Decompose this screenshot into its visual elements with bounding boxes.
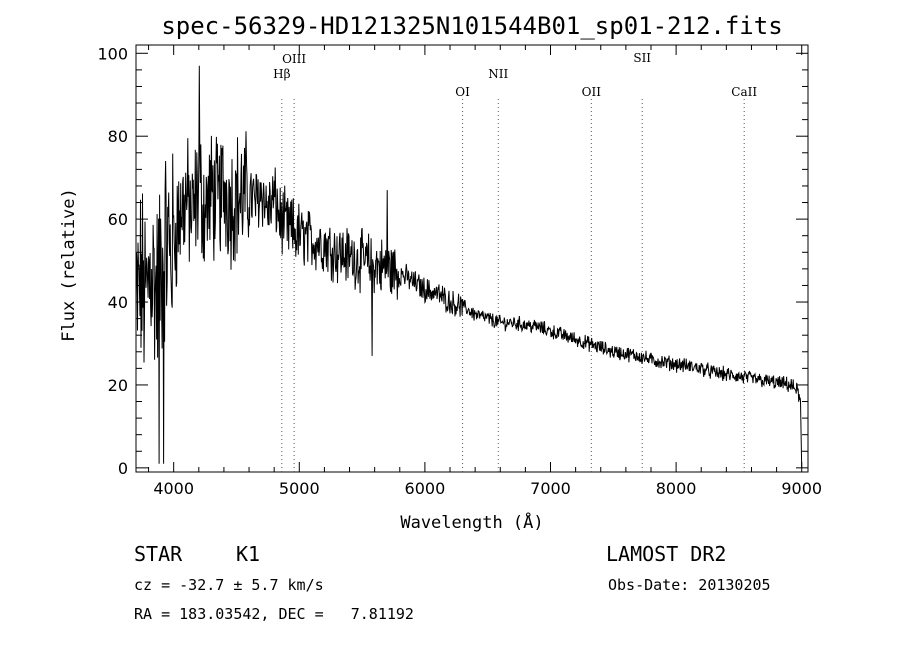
plot-area: 4000 5000 6000 7000 8000 9000020406080100HβOI… bbox=[97, 44, 822, 498]
y-tick-label: 40 bbox=[108, 293, 128, 312]
object-class: STAR bbox=[134, 542, 183, 566]
emission-line-label: OIII bbox=[282, 52, 306, 66]
ra-dec-coordinates: RA = 183.03542, DEC = 7.81192 bbox=[134, 605, 414, 623]
y-tick-label: 80 bbox=[108, 127, 128, 146]
chart-title: spec-56329-HD121325N101544B01_sp01-212.f… bbox=[161, 12, 782, 40]
object-subclass: K1 bbox=[236, 542, 261, 566]
redshift-velocity: cz = -32.7 ± 5.7 km/s bbox=[134, 576, 324, 594]
x-tick-label: 6000 bbox=[405, 479, 446, 498]
y-tick-label: 0 bbox=[118, 459, 128, 478]
y-tick-label: 20 bbox=[108, 376, 128, 395]
y-tick-label: 100 bbox=[97, 44, 128, 63]
x-tick-label: 4000 bbox=[153, 479, 194, 498]
x-tick-label: 9000 bbox=[781, 479, 822, 498]
x-axis-label: Wavelength (Å) bbox=[400, 511, 543, 533]
emission-line-label: OII bbox=[582, 85, 602, 99]
plot-frame bbox=[135, 44, 809, 473]
emission-line-label: SII bbox=[633, 51, 651, 65]
x-tick-label: 8000 bbox=[656, 479, 697, 498]
spectrum-line bbox=[135, 65, 803, 468]
emission-line-label: Hβ bbox=[273, 67, 290, 81]
y-tick-label: 60 bbox=[108, 210, 128, 229]
emission-line-label: OI bbox=[455, 85, 470, 99]
x-tick-label: 7000 bbox=[530, 479, 571, 498]
x-tick-label: 5000 bbox=[279, 479, 320, 498]
y-axis-label: Flux (relative) bbox=[59, 188, 79, 342]
emission-line-label: NII bbox=[488, 67, 508, 81]
observation-date: Obs-Date: 20130205 bbox=[608, 576, 771, 594]
survey-name: LAMOST DR2 bbox=[606, 542, 727, 566]
emission-line-label: CaII bbox=[731, 85, 757, 99]
